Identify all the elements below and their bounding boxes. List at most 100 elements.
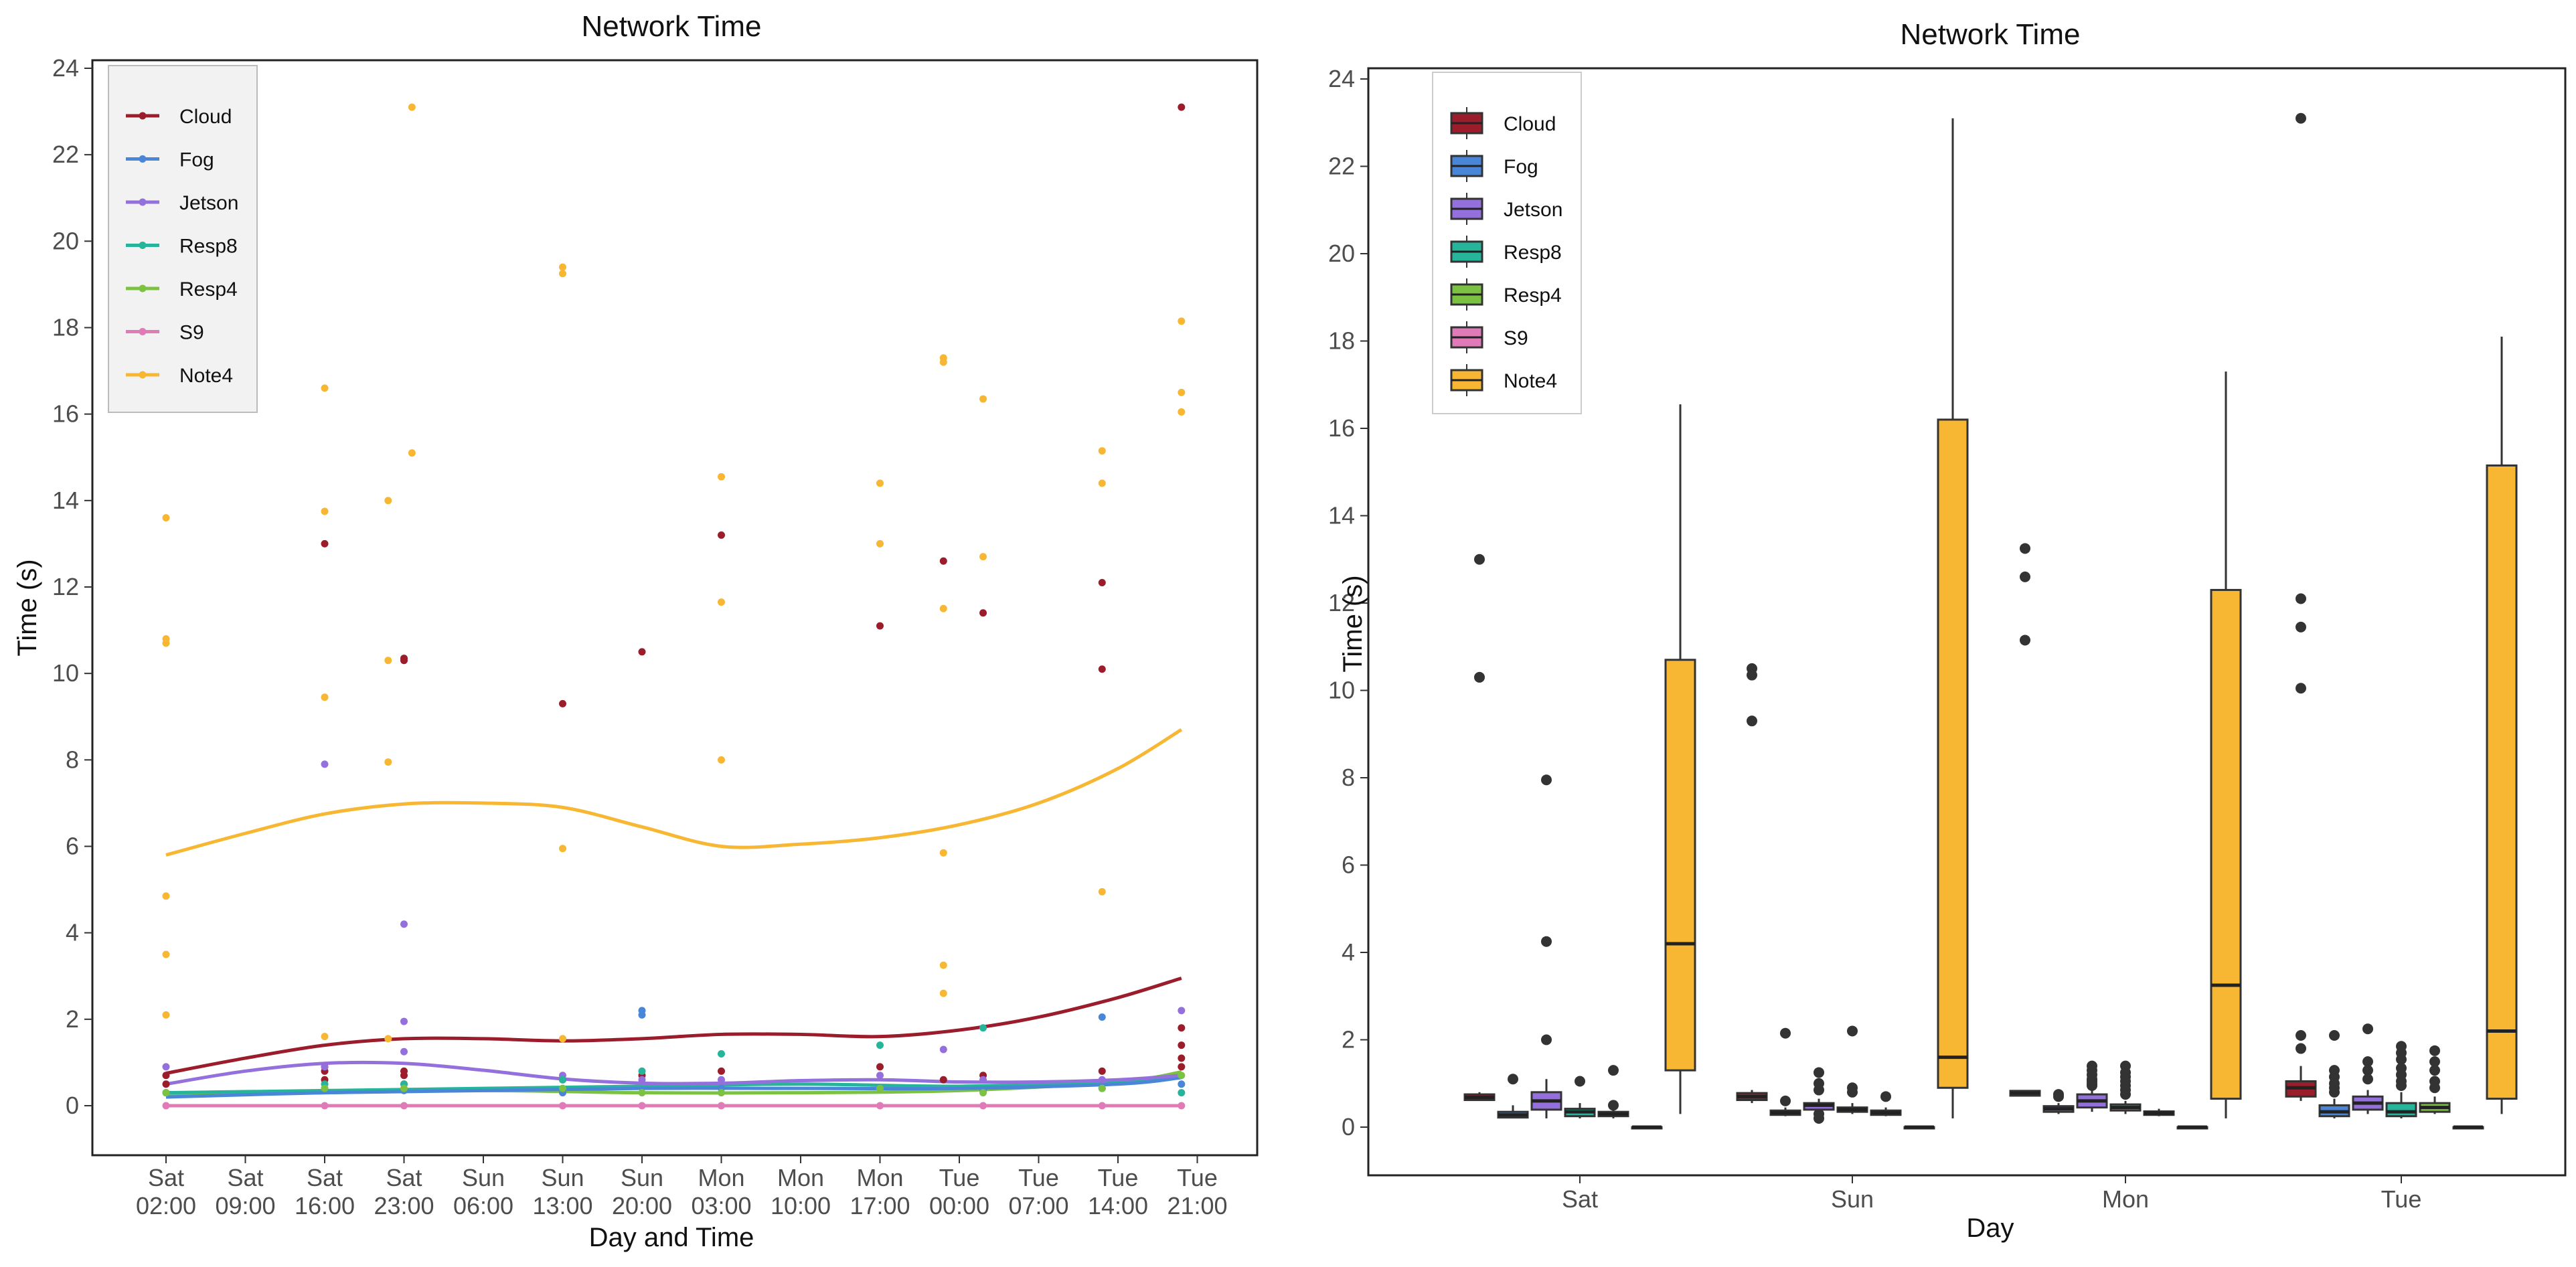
box-resp8-tue xyxy=(2385,1102,2417,1118)
point-cloud xyxy=(1098,665,1106,673)
left-scatter-points xyxy=(162,103,1186,1110)
point-cloud xyxy=(1178,1041,1186,1049)
point-resp4 xyxy=(162,1089,170,1097)
point-resp8 xyxy=(876,1041,884,1049)
outlier-jetson-sat xyxy=(1541,1034,1552,1045)
x-tick-time: 03:00 xyxy=(691,1192,751,1219)
trend-line-fog xyxy=(165,1076,1182,1099)
point-note4 xyxy=(939,989,947,997)
y-tick-label: 18 xyxy=(1328,327,1355,355)
legend-label: Jetson xyxy=(1504,199,1562,221)
legend-label: Resp8 xyxy=(179,236,238,258)
y-tick-label: 12 xyxy=(52,573,79,600)
outlier-cloud-sat xyxy=(1474,554,1485,565)
point-note4 xyxy=(876,539,884,547)
box-note4-sat xyxy=(1664,659,1696,1072)
point-note4 xyxy=(718,473,725,481)
outlier-fog-tue xyxy=(2329,1086,2340,1098)
point-note4 xyxy=(384,657,392,665)
x-tick-time: 16:00 xyxy=(295,1192,355,1219)
outlier-fog-sun xyxy=(1780,1095,1791,1106)
point-jetson xyxy=(400,920,408,928)
point-note4 xyxy=(939,849,947,857)
left-legend: Cloud Fog Jetson Resp8 Resp4 S9 Note4 xyxy=(108,65,258,413)
point-note4 xyxy=(384,1035,392,1043)
point-s9 xyxy=(638,1102,646,1110)
y-tick-label: 18 xyxy=(52,314,79,341)
outlier-resp4-tue xyxy=(2429,1056,2440,1068)
point-cloud xyxy=(1178,1024,1186,1032)
outlier-resp8-tue xyxy=(2396,1053,2407,1065)
legend-label: Cloud xyxy=(179,106,232,128)
point-note4 xyxy=(384,497,392,505)
point-note4 xyxy=(559,263,566,271)
point-cloud xyxy=(1098,1067,1106,1075)
right-x-ticks: Sat Sun Mon Tue xyxy=(1562,1175,2421,1213)
point-note4 xyxy=(162,1011,170,1019)
right-chart-title: Network Time xyxy=(1901,18,2081,51)
box-note4-sun xyxy=(1937,418,1969,1089)
point-note4 xyxy=(321,384,329,392)
x-tick-time: 23:00 xyxy=(374,1192,434,1219)
point-jetson xyxy=(162,1063,170,1071)
point-s9 xyxy=(876,1102,884,1110)
point-note4 xyxy=(408,103,416,111)
x-tick-time: 17:00 xyxy=(850,1192,910,1219)
point-note4 xyxy=(321,693,329,701)
x-tick-time: 13:00 xyxy=(532,1192,592,1219)
outlier-resp8-tue xyxy=(2396,1080,2407,1092)
x-tick-day: Tue xyxy=(1018,1164,1059,1191)
right-plot-border xyxy=(1367,67,2567,1177)
point-cloud xyxy=(559,699,566,707)
x-tick-day: Sat xyxy=(307,1164,343,1191)
x-tick-day: Mon xyxy=(856,1164,903,1191)
point-note4 xyxy=(559,1035,566,1043)
point-cloud xyxy=(321,539,329,547)
x-tick-time: 00:00 xyxy=(929,1192,989,1219)
x-tick-time: 21:00 xyxy=(1167,1192,1227,1219)
outlier-resp4-tue xyxy=(2429,1065,2440,1076)
x-tick-day: Sat xyxy=(148,1164,184,1191)
point-fog xyxy=(1098,1013,1106,1021)
point-cloud xyxy=(638,648,646,656)
legend-label: Jetson xyxy=(179,192,238,214)
outlier-cloud-sat xyxy=(1474,671,1485,683)
x-tick-day: Mon xyxy=(698,1164,744,1191)
legend-label: Note4 xyxy=(1504,370,1557,392)
outlier-fog-sun xyxy=(1780,1027,1791,1039)
point-note4 xyxy=(979,553,987,561)
outlier-resp8-mon xyxy=(2120,1089,2131,1100)
point-cloud xyxy=(876,1063,884,1071)
point-cloud xyxy=(162,1072,170,1080)
outlier-jetson-mon xyxy=(2087,1080,2097,1092)
legend-label: S9 xyxy=(179,322,204,344)
x-tick-day: Sat xyxy=(386,1164,422,1191)
y-tick-label: 16 xyxy=(52,400,79,428)
point-note4 xyxy=(718,756,725,764)
point-jetson xyxy=(400,1017,408,1025)
legend-label: Fog xyxy=(1504,156,1538,178)
right-legend: Cloud Fog Jetson Resp8 Resp4 S9 Note4 xyxy=(1432,72,1582,414)
trend-line-jetson xyxy=(165,1060,1182,1086)
legend-label: Fog xyxy=(179,149,214,171)
legend-dot-fog xyxy=(139,155,147,163)
y-tick-label: 20 xyxy=(52,227,79,254)
point-cloud xyxy=(939,557,947,565)
point-note4 xyxy=(939,358,947,366)
trend-line-note4 xyxy=(165,728,1183,857)
outlier-cloud-tue xyxy=(2296,593,2306,604)
point-s9 xyxy=(559,1102,566,1110)
outlier-jetson-sat xyxy=(1541,936,1552,947)
x-tick-time: 20:00 xyxy=(612,1192,672,1219)
y-tick-label: 0 xyxy=(66,1092,79,1119)
y-tick-label: 6 xyxy=(1342,851,1355,879)
point-s9 xyxy=(162,1102,170,1110)
outlier-cloud-tue xyxy=(2296,621,2306,632)
x-tick-time: 02:00 xyxy=(136,1192,196,1219)
y-tick-label: 12 xyxy=(1328,589,1355,616)
point-note4 xyxy=(1098,479,1106,487)
outlier-jetson-sun xyxy=(1814,1067,1824,1078)
